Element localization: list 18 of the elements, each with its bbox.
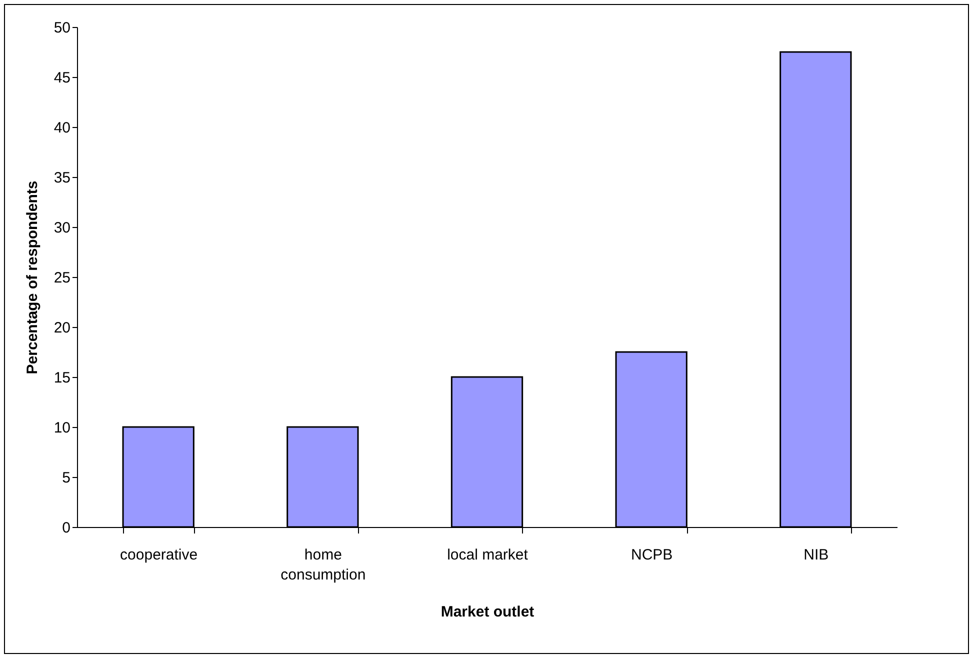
y-tick-label: 0 xyxy=(62,520,70,536)
y-tick-label: 40 xyxy=(54,120,70,136)
x-tick-label: home consumption xyxy=(280,546,366,584)
y-axis-title: Percentage of respondents xyxy=(24,180,41,374)
x-tick-label: NCPB xyxy=(630,546,673,564)
y-tick-label: 45 xyxy=(54,70,70,86)
y-tick-label: 5 xyxy=(62,470,70,486)
y-tick-label: 20 xyxy=(54,320,70,336)
y-tick-label: 35 xyxy=(54,170,70,186)
y-tick-label: 15 xyxy=(54,370,70,386)
y-tick-label: 25 xyxy=(54,270,70,286)
x-tick-label: local market xyxy=(447,546,529,564)
y-tick-label: 30 xyxy=(54,220,70,236)
x-tick-label: cooperative xyxy=(120,546,198,564)
y-tick-label: 10 xyxy=(54,420,70,436)
x-tick-label: NIB xyxy=(804,546,829,564)
x-axis-title: Market outlet xyxy=(440,604,534,620)
y-tick-label: 50 xyxy=(54,20,70,36)
